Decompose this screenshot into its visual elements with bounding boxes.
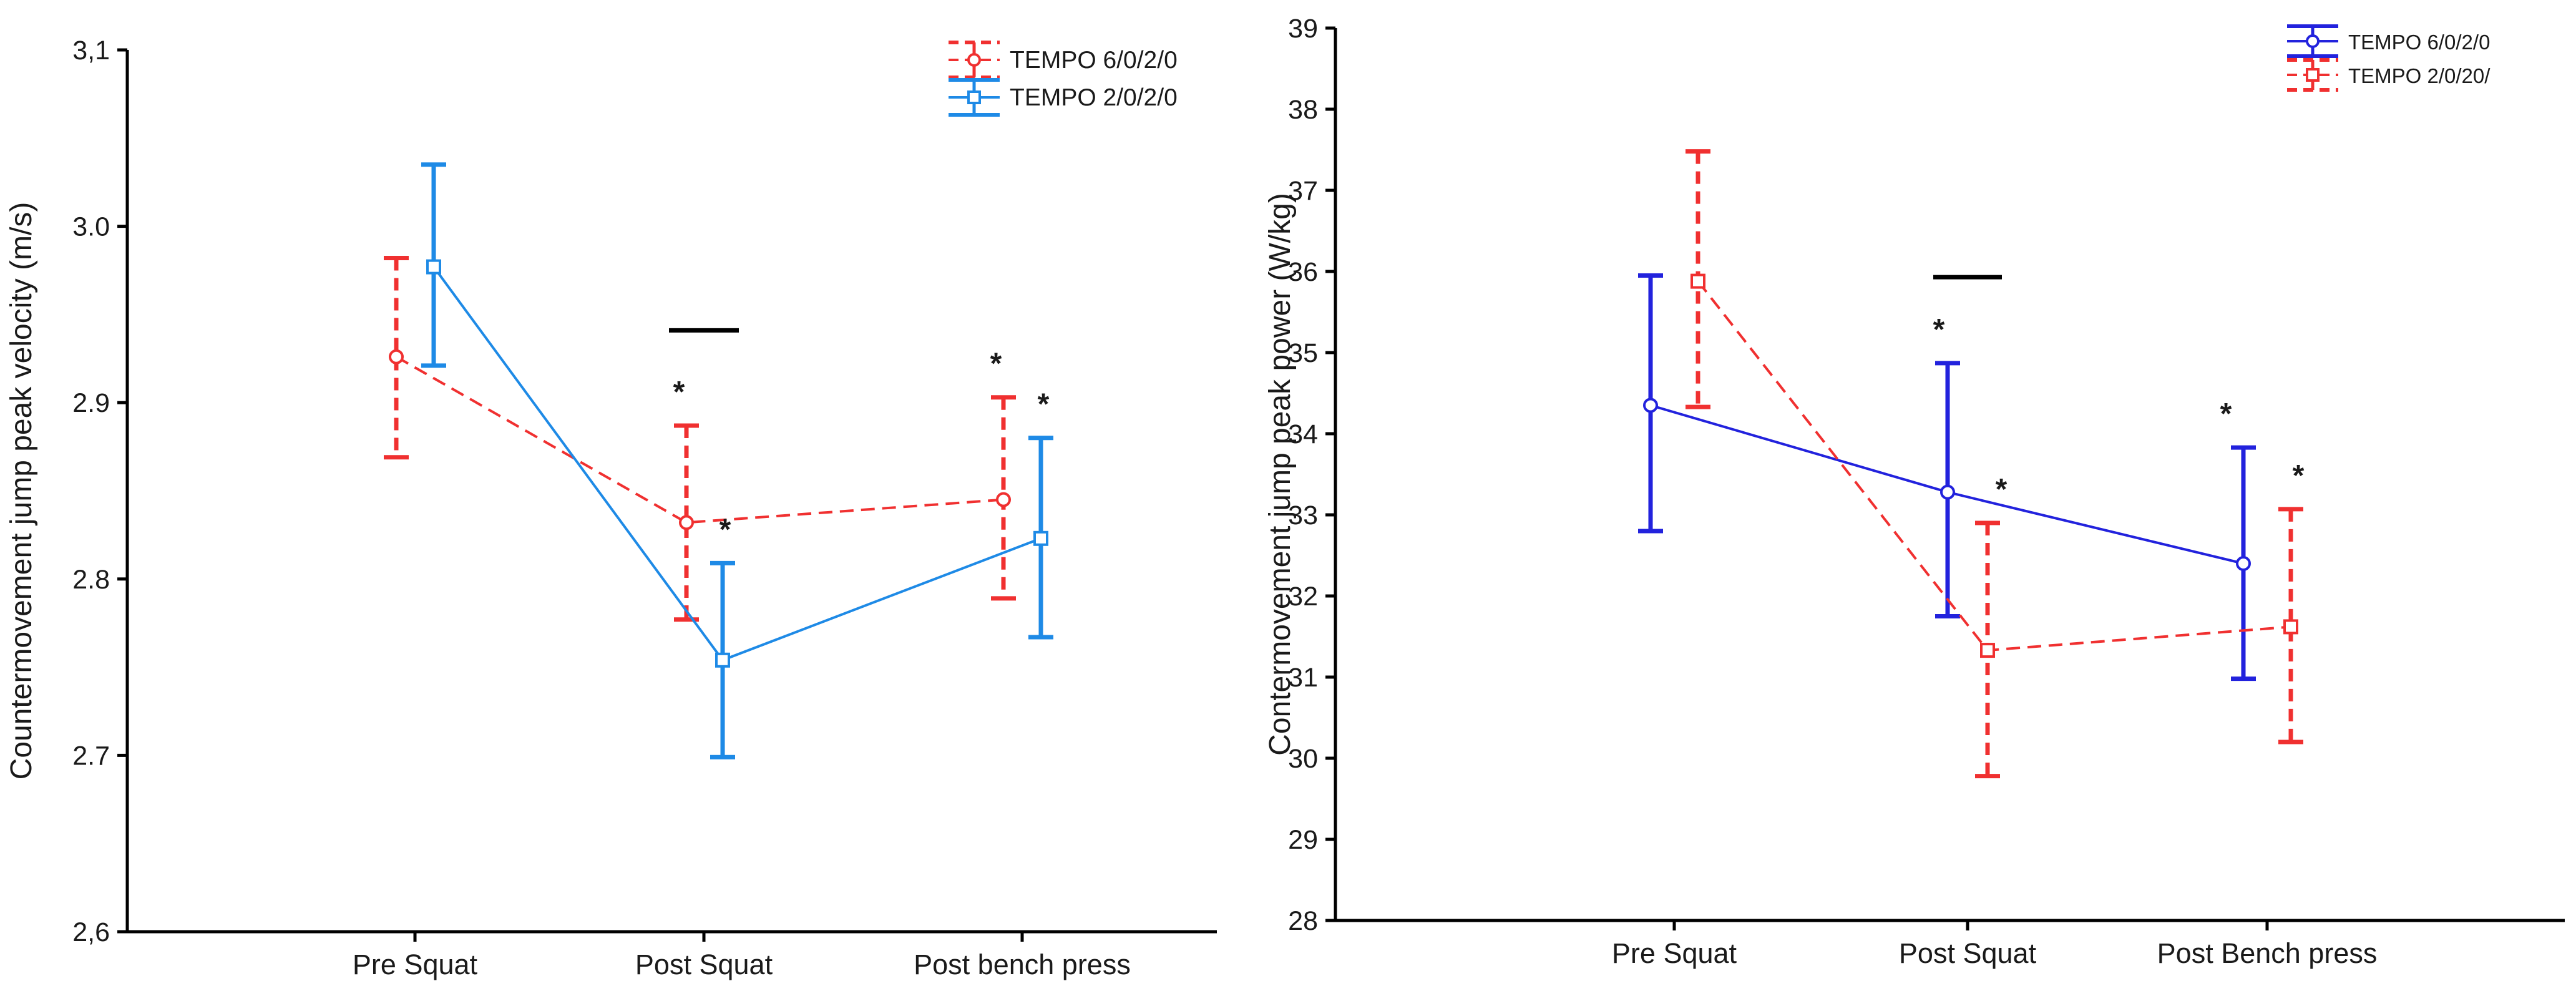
y-tick-label: 2.8 [72, 565, 110, 595]
significance-star: * [673, 376, 685, 409]
y-tick-label: 32 [1288, 582, 1318, 612]
significance-star: * [720, 513, 731, 546]
legend-marker [2306, 34, 2320, 48]
significance-star: * [1038, 388, 1050, 421]
x-category-label: Post Bench press [2157, 937, 2378, 969]
y-tick-label: 30 [1288, 744, 1318, 774]
x-category-label: Pre Squat [353, 949, 478, 980]
legend-entry: TEMPO 6/0/2/0 [949, 41, 1178, 79]
legend-label: TEMPO 2/0/2/0 [1010, 84, 1178, 111]
series-line [1697, 280, 2291, 652]
error-bar [2278, 507, 2303, 744]
error-bar [384, 255, 409, 460]
series-line [396, 355, 1004, 524]
x-category-label: Post bench press [914, 949, 1131, 980]
data-point [996, 492, 1011, 507]
legend-marker [2306, 68, 2320, 82]
y-axis-title: Contermovement jump peak power (W/kg) [1264, 193, 1297, 756]
chart-peak-power: 28 29 30 31 32 33 34 35 36 37 38 39 Pre Squat Post Sq… [1264, 14, 2565, 969]
data-point [1690, 273, 1705, 289]
legend-label: TEMPO 6/0/2/0 [1010, 47, 1178, 74]
significance-star: * [2293, 459, 2305, 492]
y-tick-label: 31 [1288, 663, 1318, 693]
legend-entry: TEMPO 2/0/20/ [2287, 58, 2491, 92]
y-tick-label: 33 [1288, 500, 1318, 530]
series-line [432, 266, 1042, 662]
data-point [715, 652, 730, 668]
data-point [1940, 484, 1955, 500]
y-tick-label: 39 [1288, 14, 1318, 44]
legend-label: TEMPO 2/0/20/ [2348, 64, 2491, 87]
y-tick-label: 35 [1288, 338, 1318, 368]
data-point [2236, 556, 2251, 571]
significance-star: * [990, 348, 1002, 381]
data-point [1033, 530, 1048, 546]
x-category-label: Post Squat [635, 949, 773, 980]
y-tick-label: 38 [1288, 95, 1318, 125]
data-point [679, 515, 694, 530]
y-tick-label: 2,6 [72, 917, 110, 947]
y-tick-label: 2.9 [72, 388, 110, 418]
x-category-label: Post Squat [1899, 937, 2037, 969]
legend-entry: TEMPO 2/0/2/0 [949, 78, 1178, 117]
legend-entry: TEMPO 6/0/2/0 [2287, 24, 2490, 58]
y-tick-label: 3,1 [72, 36, 110, 66]
y-tick-label: 3.0 [72, 212, 110, 242]
y-tick-label: 34 [1288, 419, 1318, 449]
legend-marker [967, 53, 981, 67]
y-tick-label: 37 [1288, 176, 1318, 206]
y-axis-title: Countermovement jump peak velocity (m/s) [5, 202, 38, 780]
x-category-label: Pre Squat [1612, 937, 1737, 969]
y-tick-label: 29 [1288, 825, 1318, 855]
chart-peak-velocity: 2,6 2.7 2.8 2.9 3.0 3,1 Pre Squat Post Squat Pos… [5, 36, 1217, 980]
data-point [426, 259, 441, 275]
legend-label: TEMPO 6/0/2/0 [2348, 31, 2490, 54]
data-point [1980, 643, 1995, 658]
y-tick-label: 36 [1288, 257, 1318, 287]
error-bar [674, 423, 699, 622]
significance-star: * [2220, 398, 2232, 431]
data-point [389, 349, 404, 364]
significance-star: * [1996, 473, 2008, 506]
y-tick-label: 28 [1288, 906, 1318, 936]
legend-marker [967, 90, 981, 104]
y-tick-label: 2.7 [72, 741, 110, 771]
significance-star: * [1933, 313, 1945, 346]
data-point [2283, 619, 2298, 635]
data-point [1643, 398, 1658, 413]
